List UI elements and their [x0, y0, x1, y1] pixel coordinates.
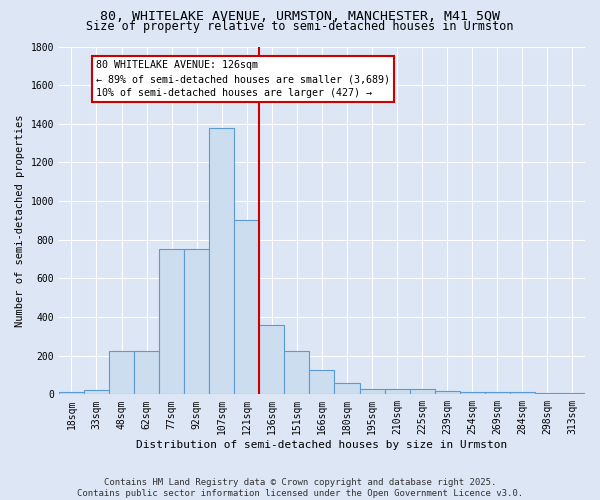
Bar	[284, 351, 310, 395]
Bar	[385, 388, 410, 394]
Bar	[410, 388, 434, 394]
Bar	[259, 325, 284, 394]
Text: Contains HM Land Registry data © Crown copyright and database right 2025.
Contai: Contains HM Land Registry data © Crown c…	[77, 478, 523, 498]
Bar	[510, 392, 535, 394]
Bar	[485, 392, 510, 394]
X-axis label: Distribution of semi-detached houses by size in Urmston: Distribution of semi-detached houses by …	[136, 440, 508, 450]
Bar	[184, 250, 209, 394]
Bar	[334, 382, 359, 394]
Bar	[359, 388, 385, 394]
Text: Size of property relative to semi-detached houses in Urmston: Size of property relative to semi-detach…	[86, 20, 514, 33]
Bar	[310, 370, 334, 394]
Bar	[159, 250, 184, 394]
Bar	[234, 220, 259, 394]
Bar	[84, 390, 109, 394]
Text: 80 WHITELAKE AVENUE: 126sqm
← 89% of semi-detached houses are smaller (3,689)
10: 80 WHITELAKE AVENUE: 126sqm ← 89% of sem…	[97, 60, 391, 98]
Y-axis label: Number of semi-detached properties: Number of semi-detached properties	[15, 114, 25, 326]
Bar	[209, 128, 234, 394]
Bar	[434, 392, 460, 394]
Bar	[460, 392, 485, 394]
Bar	[59, 392, 84, 394]
Bar	[134, 351, 159, 395]
Bar	[109, 351, 134, 395]
Text: 80, WHITELAKE AVENUE, URMSTON, MANCHESTER, M41 5QW: 80, WHITELAKE AVENUE, URMSTON, MANCHESTE…	[100, 10, 500, 23]
